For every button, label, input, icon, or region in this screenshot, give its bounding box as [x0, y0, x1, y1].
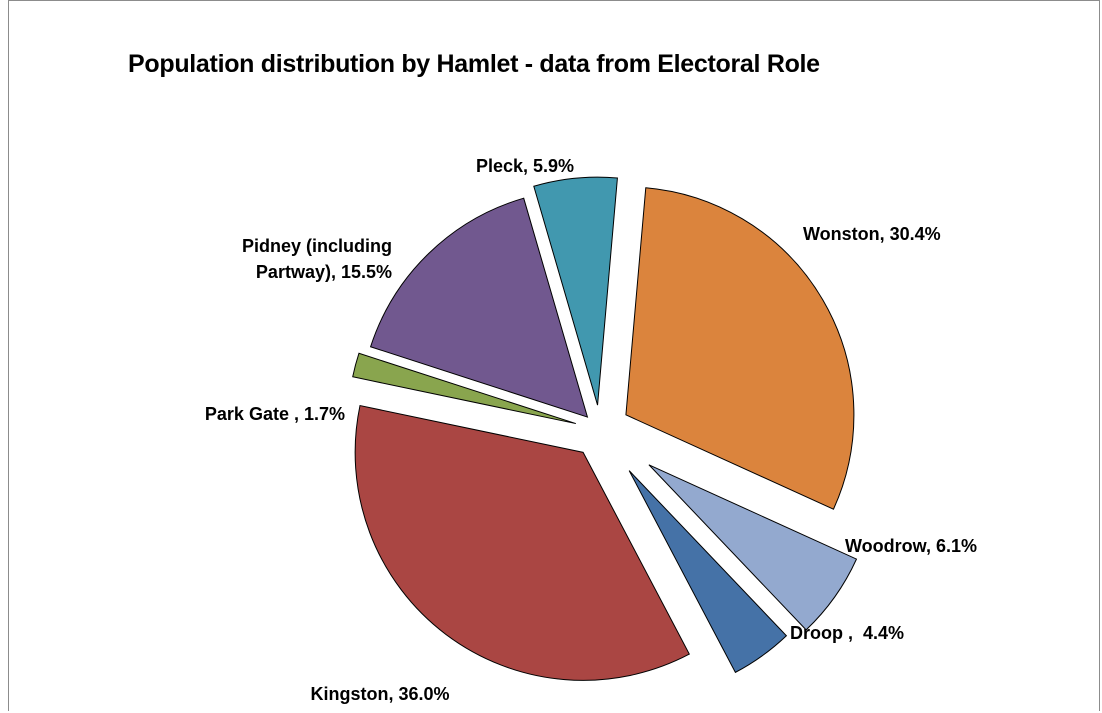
slice-label-woodrow: Woodrow, 6.1% [845, 536, 977, 556]
pie-slice-wonston [625, 187, 855, 510]
pie-slice-droop [628, 470, 788, 674]
slice-label-droop: Droop , 4.4% [790, 623, 904, 643]
pie-slice-woodrow [648, 464, 858, 631]
slice-label-pleck: Pleck, 5.9% [476, 156, 574, 176]
slice-label-park-gate: Park Gate , 1.7% [205, 404, 345, 424]
slice-label-kingston: Kingston, 36.0% [310, 684, 449, 704]
pie-slice-kingston [354, 404, 691, 681]
slice-label-wonston: Wonston, 30.4% [803, 224, 941, 244]
pie-slice-pleck [533, 176, 618, 406]
pie-slice-park-gate [352, 352, 576, 425]
chart-title: Population distribution by Hamlet - data… [128, 50, 820, 78]
pie-slice-pidney-including-partway [369, 197, 589, 418]
slice-label-pidney-including-partway: Pidney (including Partway), 15.5% [242, 236, 392, 282]
